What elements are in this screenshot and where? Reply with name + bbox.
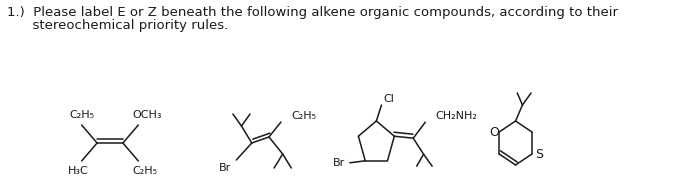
- Text: C₂H₅: C₂H₅: [291, 111, 316, 121]
- Text: Cl: Cl: [384, 94, 394, 104]
- Text: H₃C: H₃C: [68, 166, 88, 176]
- Text: stereochemical priority rules.: stereochemical priority rules.: [7, 19, 228, 32]
- Text: C₂H₅: C₂H₅: [69, 110, 94, 120]
- Text: S: S: [534, 147, 543, 161]
- Text: Br: Br: [332, 158, 344, 168]
- Text: OCH₃: OCH₃: [132, 110, 162, 120]
- Text: Br: Br: [219, 163, 231, 173]
- Text: 1.)  Please label E or Z beneath the following alkene organic compounds, accordi: 1.) Please label E or Z beneath the foll…: [7, 6, 618, 19]
- Text: CH₂NH₂: CH₂NH₂: [435, 111, 477, 121]
- Text: O: O: [489, 126, 499, 139]
- Text: C₂H₅: C₂H₅: [133, 166, 158, 176]
